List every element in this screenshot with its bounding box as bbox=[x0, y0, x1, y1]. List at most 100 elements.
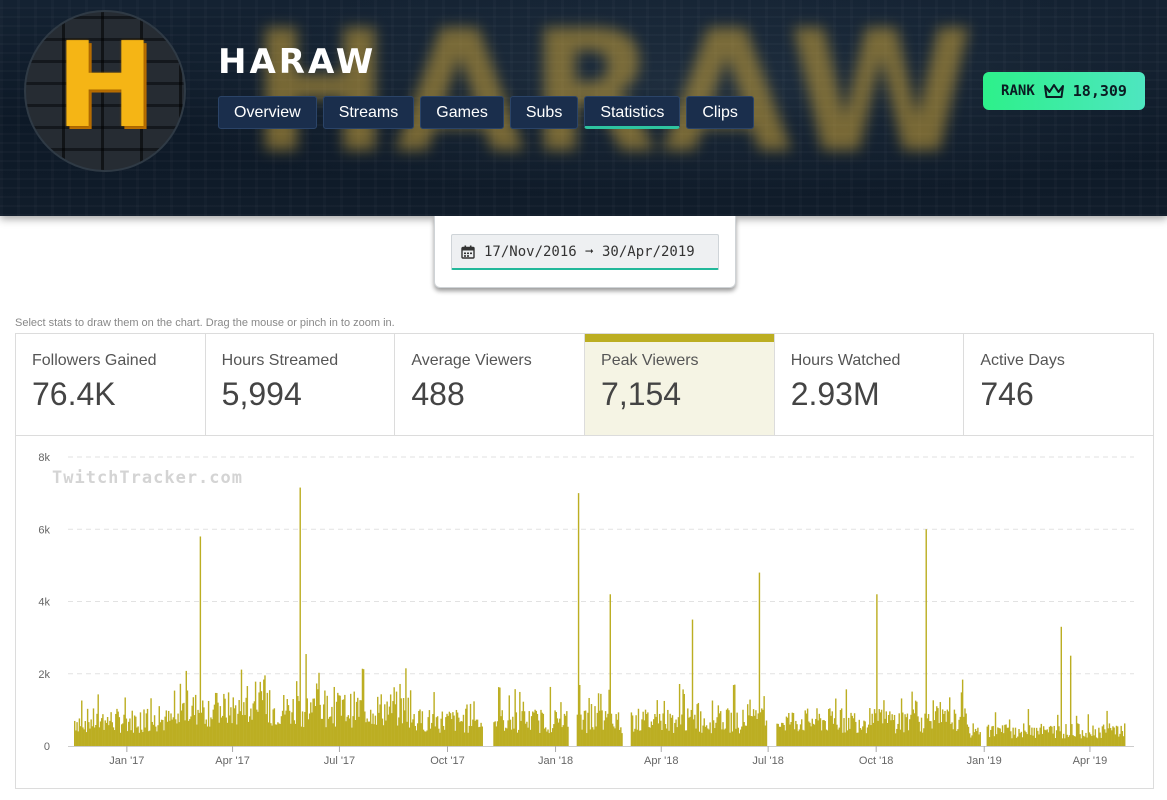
chart-bar bbox=[871, 713, 873, 746]
chart-bar bbox=[149, 730, 151, 746]
chart-bar bbox=[613, 726, 615, 746]
chart-bar bbox=[650, 721, 653, 746]
stat-followers-gained[interactable]: Followers Gained 76.4K bbox=[16, 334, 206, 435]
chart-bar bbox=[147, 731, 150, 746]
chart-bar bbox=[944, 711, 946, 746]
chart-bar bbox=[591, 727, 594, 746]
chart-bar bbox=[648, 727, 650, 746]
chart-bar bbox=[940, 722, 943, 746]
date-range-picker[interactable]: 17/Nov/2016 ➞ 30/Apr/2019 bbox=[451, 234, 719, 270]
chart-bar bbox=[695, 728, 697, 746]
chart-bar bbox=[885, 711, 887, 746]
chart-bar bbox=[185, 670, 187, 746]
chart-bar bbox=[446, 713, 448, 746]
x-tick-label: Oct '18 bbox=[859, 755, 894, 767]
chart-bar bbox=[300, 726, 303, 746]
chart-bar bbox=[189, 719, 191, 746]
chart-bar bbox=[110, 712, 112, 746]
rank-badge[interactable]: RANK 18,309 bbox=[983, 72, 1145, 110]
chart-bar bbox=[1054, 738, 1057, 746]
chart-bar bbox=[528, 711, 530, 746]
tab-overview[interactable]: Overview bbox=[218, 96, 317, 129]
chart-bar bbox=[620, 727, 622, 746]
stat-selector: Followers Gained 76.4K Hours Streamed 5,… bbox=[16, 334, 1154, 436]
chart-bar bbox=[795, 720, 797, 746]
stat-average-viewers[interactable]: Average Viewers 488 bbox=[395, 334, 586, 435]
stat-hours-watched[interactable]: Hours Watched 2.93M bbox=[774, 334, 965, 435]
chart-bar bbox=[917, 716, 919, 746]
chart-bar bbox=[1024, 730, 1026, 746]
chart-bar bbox=[937, 708, 939, 746]
chart-bar bbox=[286, 699, 288, 746]
chart-bar bbox=[1065, 724, 1067, 746]
chart-bar bbox=[522, 701, 525, 746]
chart-bar bbox=[553, 724, 555, 746]
tab-statistics[interactable]: Statistics bbox=[584, 96, 681, 129]
chart-bar bbox=[745, 725, 748, 746]
avatar[interactable]: H bbox=[24, 10, 186, 172]
chart-bar bbox=[310, 702, 312, 746]
chart-bar bbox=[1111, 730, 1113, 746]
chart-bar bbox=[815, 718, 817, 746]
y-tick-label: 0 bbox=[44, 741, 50, 753]
chart-bar bbox=[1092, 725, 1094, 746]
tab-subs[interactable]: Subs bbox=[509, 96, 579, 129]
chart-bar bbox=[594, 706, 596, 746]
chart-bar bbox=[700, 711, 702, 746]
chart-bar bbox=[117, 711, 119, 746]
chart-bar bbox=[1079, 734, 1081, 746]
chart-bar bbox=[920, 717, 923, 746]
stat-peak-viewers[interactable]: Peak Viewers 7,154 bbox=[585, 334, 775, 435]
chart-bar bbox=[1082, 735, 1085, 746]
chart-bar bbox=[98, 727, 101, 746]
chart-bar bbox=[936, 706, 938, 746]
chart-bar bbox=[375, 724, 378, 746]
chart-bar bbox=[463, 732, 466, 746]
chart-bar bbox=[976, 731, 978, 746]
chart-bar bbox=[151, 721, 153, 746]
stat-hours-streamed[interactable]: Hours Streamed 5,994 bbox=[205, 334, 396, 435]
chart-bar bbox=[216, 692, 218, 746]
chart-bar bbox=[357, 697, 359, 746]
y-tick-label: 2k bbox=[38, 669, 50, 681]
chart-bar bbox=[788, 712, 790, 746]
chart-bar bbox=[368, 721, 371, 746]
chart-bar bbox=[82, 727, 84, 746]
chart-bar bbox=[1038, 734, 1040, 746]
chart-bar bbox=[143, 709, 145, 746]
tab-streams[interactable]: Streams bbox=[322, 96, 415, 129]
chart-bar bbox=[303, 727, 305, 746]
tab-clips[interactable]: Clips bbox=[686, 96, 754, 129]
chart-bar bbox=[567, 726, 569, 746]
chart-bar bbox=[552, 728, 554, 746]
chart-bar bbox=[842, 732, 844, 746]
chart-bar bbox=[988, 737, 991, 746]
tab-games[interactable]: Games bbox=[420, 96, 504, 129]
chart-bar bbox=[327, 718, 330, 746]
chart-bar bbox=[480, 722, 482, 746]
chart-bar bbox=[399, 683, 401, 746]
chart-bar bbox=[458, 717, 460, 746]
chart-canvas[interactable]: 0 2k 4k 6k 8k Jan '17 Apr '17 Jul '17 Oct '17 Jan… bbox=[16, 436, 1155, 788]
chart-bar bbox=[738, 733, 741, 746]
chart-bar bbox=[633, 731, 635, 746]
chart-bar bbox=[961, 679, 964, 746]
chart-bar bbox=[451, 719, 453, 746]
chart-bar bbox=[519, 691, 521, 746]
chart-bar bbox=[364, 711, 366, 746]
chart-bar bbox=[213, 704, 216, 746]
chart-bar bbox=[548, 733, 550, 746]
stat-active-days[interactable]: Active Days 746 bbox=[964, 334, 1154, 435]
chart-bar bbox=[563, 713, 566, 746]
chart-bar bbox=[308, 713, 311, 746]
chart-bar bbox=[559, 718, 561, 746]
chart-bar bbox=[166, 721, 169, 746]
chart-bar bbox=[691, 619, 694, 746]
chart-bar bbox=[777, 723, 779, 746]
chart-bar bbox=[812, 723, 815, 746]
peak-viewers-chart[interactable]: 0 2k 4k 6k 8k Jan '17 Apr '17 Jul '17 Oct '17 Jan… bbox=[16, 436, 1155, 788]
chart-bar bbox=[1042, 726, 1045, 746]
watermark: TwitchTracker.com bbox=[52, 468, 243, 488]
chart-bar bbox=[877, 720, 879, 746]
chart-bar bbox=[899, 729, 902, 746]
